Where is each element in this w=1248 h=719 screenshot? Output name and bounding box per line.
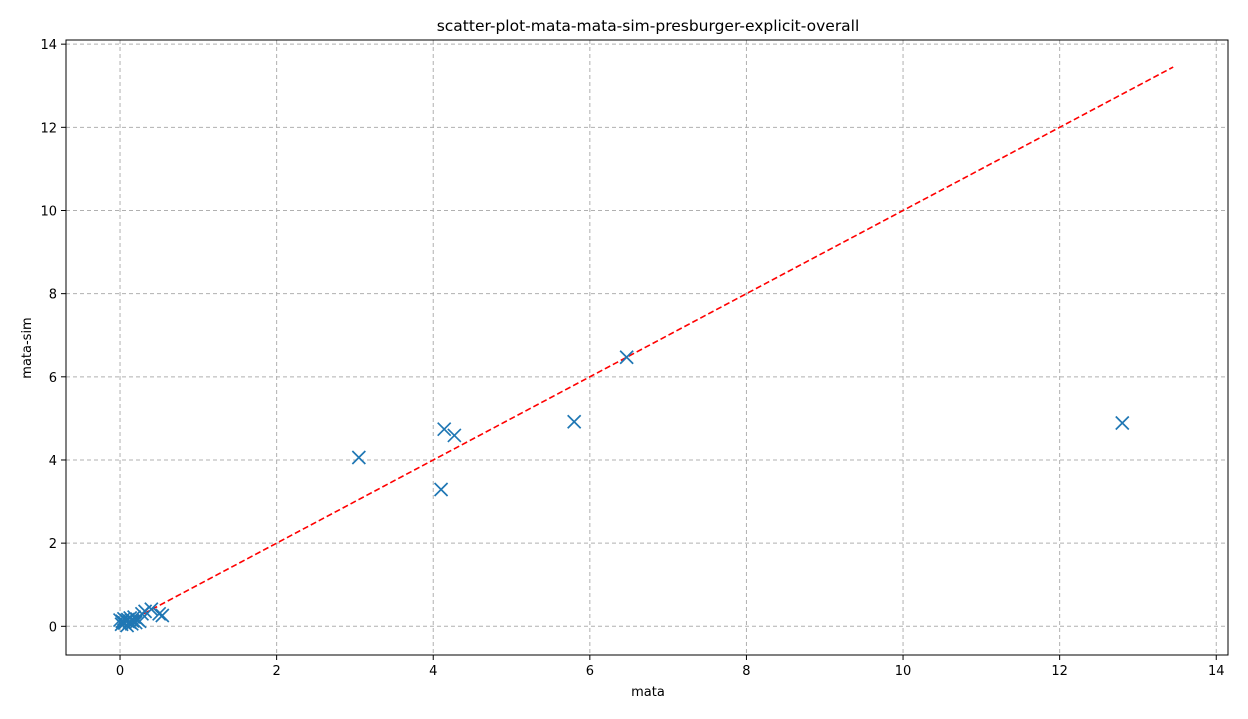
data-point xyxy=(351,450,366,465)
x-tick-label: 6 xyxy=(586,664,594,679)
y-tick-label: 4 xyxy=(49,454,57,469)
reference-line xyxy=(119,66,1174,628)
y-tick-label: 10 xyxy=(40,204,57,219)
y-axis-label: mata-sim xyxy=(20,317,35,378)
data-point xyxy=(152,606,167,621)
y-tick-label: 12 xyxy=(40,121,57,136)
data-point xyxy=(567,414,582,429)
x-axis-label: mata xyxy=(631,685,665,700)
data-point xyxy=(125,613,140,629)
reference-line-group xyxy=(119,66,1174,628)
x-tick-label: 12 xyxy=(1051,664,1068,679)
plot-frame xyxy=(65,39,1229,656)
grid-lines xyxy=(66,40,1228,655)
y-tick-label: 14 xyxy=(40,38,57,53)
data-point xyxy=(144,602,159,617)
axis-ticks: 0 2 4 6 8 10 12 14 0 2 4 6 8 10 12 14 xyxy=(40,38,1224,679)
data-point xyxy=(437,422,452,437)
y-tick-label: 6 xyxy=(49,371,57,386)
chart-title: scatter-plot-mata-mata-sim-presburger-ex… xyxy=(437,17,860,35)
x-tick-label: 0 xyxy=(116,664,124,679)
data-points xyxy=(112,350,1130,633)
x-tick-label: 2 xyxy=(272,664,280,679)
data-point xyxy=(619,350,634,365)
x-tick-label: 14 xyxy=(1208,664,1225,679)
data-point xyxy=(447,428,462,443)
x-tick-label: 10 xyxy=(895,664,912,679)
y-tick-label: 2 xyxy=(49,537,57,552)
x-tick-label: 4 xyxy=(429,664,437,679)
y-tick-label: 0 xyxy=(49,620,57,635)
x-tick-label: 8 xyxy=(742,664,750,679)
y-tick-label: 8 xyxy=(49,288,57,303)
data-point xyxy=(155,608,170,623)
data-point xyxy=(128,615,143,630)
data-point xyxy=(1115,415,1130,431)
data-point xyxy=(433,482,449,497)
